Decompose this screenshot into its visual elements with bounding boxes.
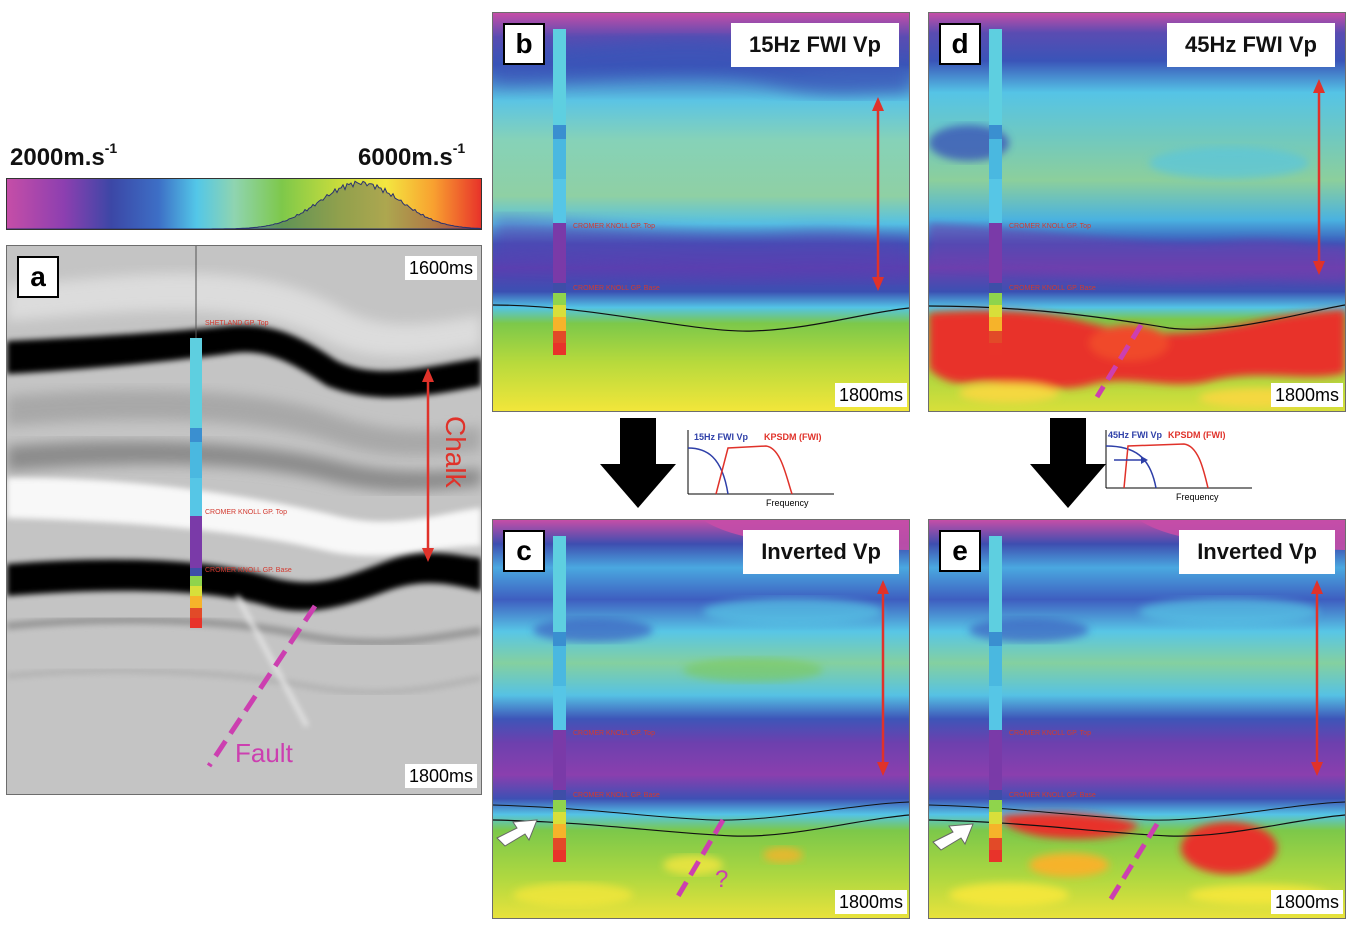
panel-c-well-top-2: CROMER KNOLL GP. Base <box>573 792 660 799</box>
spectrum-left-svg <box>687 430 834 495</box>
panel-b-time-bottom: 1800ms <box>834 383 907 407</box>
colorbar-min-label: 2000m.s-1 <box>10 140 117 172</box>
spectrum-left-xlabel: Frequency <box>766 498 809 508</box>
panel-b-well-top-1: CROMER KNOLL GP. Top <box>573 223 655 230</box>
panel-a-chalk-arrow <box>422 368 434 562</box>
panel-e-well-log <box>989 536 1002 862</box>
colorbar-max-text: 6000m.s <box>358 144 453 171</box>
panel-b-svg <box>493 13 909 411</box>
spectrum-left-curve2: KPSDM (FWI) <box>764 432 822 442</box>
colorbar-min-text: 2000m.s <box>10 144 105 171</box>
panel-c-well-top-1: CROMER KNOLL GP. Top <box>573 730 655 737</box>
panel-e-well-top-1: CROMER KNOLL GP. Top <box>1009 730 1091 737</box>
panel-a-well-top-1: SHETLAND GP. Top <box>205 320 269 327</box>
panel-a-time-top: 1600ms <box>404 256 477 280</box>
panel-d-45hz-fwi: d 45Hz FWI Vp CROMER KNOLL GP. Top CROME… <box>928 12 1346 412</box>
panel-e-well-top-2: CROMER KNOLL GP. Base <box>1009 792 1096 799</box>
panel-a-fault-line <box>206 604 318 768</box>
spectrum-right-xlabel: Frequency <box>1176 492 1219 502</box>
down-arrow-left <box>600 418 676 508</box>
panel-d-range-arrow <box>1313 79 1325 275</box>
panel-a-time-bottom: 1800ms <box>404 764 477 788</box>
panel-a-fault-label: Fault <box>235 738 293 768</box>
panel-d-svg <box>929 13 1345 411</box>
panel-d-red-anomalies <box>929 309 1345 408</box>
colorbar-max-exp: -1 <box>452 140 466 156</box>
panel-c-inverted-vp: c Inverted Vp CROMER KNOLL GP. Top CROME… <box>492 519 910 919</box>
panel-e-time-bottom: 1800ms <box>1270 890 1343 914</box>
panel-c-well-log <box>553 536 566 862</box>
panel-c-range-arrow <box>877 580 889 776</box>
panel-c-title: Inverted Vp <box>743 530 899 574</box>
panel-e-range-arrow <box>1311 580 1323 776</box>
panel-e-title: Inverted Vp <box>1179 530 1335 574</box>
velocity-colorbar <box>6 178 482 230</box>
panel-c-white-arrow <box>496 819 538 847</box>
panel-d-well-top-2: CROMER KNOLL GP. Base <box>1009 285 1096 292</box>
panel-e-white-arrow <box>932 823 974 851</box>
velocity-histogram <box>7 180 481 229</box>
down-arrow-right <box>1030 418 1106 508</box>
panel-c-svg <box>493 520 909 918</box>
panel-b-range-arrow <box>872 97 884 291</box>
panel-d-time-bottom: 1800ms <box>1270 383 1343 407</box>
spectrum-left-curve1: 15Hz FWI Vp <box>694 432 749 442</box>
panel-e-svg <box>929 520 1345 918</box>
panel-b-title: 15Hz FWI Vp <box>730 23 899 67</box>
panel-b-letter: b <box>503 23 545 65</box>
colorbar-svg <box>7 179 481 229</box>
panel-a-well-top-3: CROMER KNOLL GP. Base <box>205 567 292 574</box>
panel-d-well-log <box>989 29 1002 355</box>
panel-c-time-bottom: 1800ms <box>834 890 907 914</box>
panel-e-letter: e <box>939 530 981 572</box>
panel-b-15hz-fwi: b 15Hz FWI Vp CROMER KNOLL GP. Top CROME… <box>492 12 910 412</box>
panel-b-well-log <box>553 29 566 355</box>
panel-a-well-log <box>190 338 202 628</box>
panel-a-svg <box>7 246 481 794</box>
panel-d-letter: d <box>939 23 981 65</box>
panel-a-chalk-label: Chalk <box>440 416 471 488</box>
panel-d-well-top-1: CROMER KNOLL GP. Top <box>1009 223 1091 230</box>
panel-a-letter: a <box>17 256 59 298</box>
panel-e-fault-line <box>1106 822 1160 904</box>
panel-a-seismic: a 1600ms 1800ms SHETLAND GP. Top CROMER … <box>6 245 482 795</box>
spectrum-right: 45Hz FWI Vp KPSDM (FWI) Frequency <box>1104 426 1254 512</box>
spectrum-left: 15Hz FWI Vp KPSDM (FWI) Frequency <box>686 426 836 512</box>
panel-a-well-top-2: CROMER KNOLL GP. Top <box>205 509 287 516</box>
spectrum-right-curve1: 45Hz FWI Vp <box>1108 430 1163 440</box>
colorbar-min-exp: -1 <box>104 140 118 156</box>
panel-d-fault-line <box>1094 323 1144 399</box>
spectrum-right-svg <box>1105 430 1252 489</box>
colorbar-max-label: 6000m.s-1 <box>358 140 465 172</box>
panel-e-inverted-vp: e Inverted Vp CROMER KNOLL GP. Top CROME… <box>928 519 1346 919</box>
histogram-shape <box>7 180 481 229</box>
panel-b-well-top-2: CROMER KNOLL GP. Base <box>573 285 660 292</box>
spectrum-right-curve2: KPSDM (FWI) <box>1168 430 1226 440</box>
panel-c-letter: c <box>503 530 545 572</box>
panel-c-fault-line <box>674 818 726 900</box>
panel-c-question-mark: ? <box>715 866 729 893</box>
panel-d-title: 45Hz FWI Vp <box>1166 23 1335 67</box>
